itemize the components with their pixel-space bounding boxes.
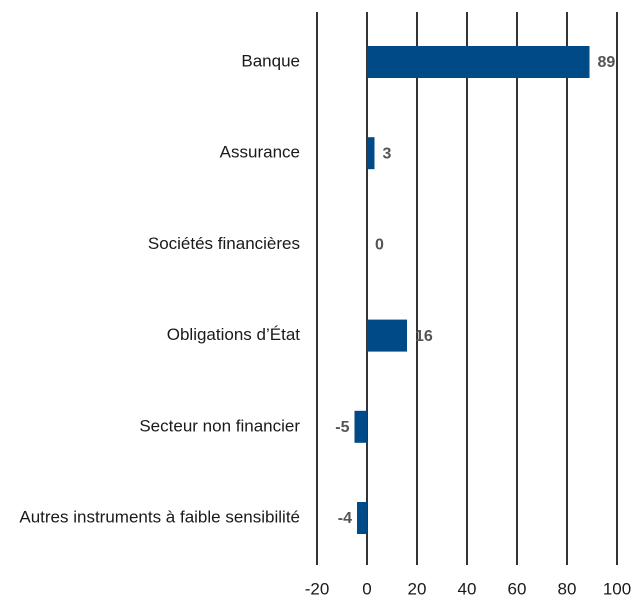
x-tick-label: -20 (305, 579, 330, 598)
data-label: 0 (375, 237, 384, 254)
x-tick-label: 80 (558, 579, 577, 598)
category-label: Banque (241, 51, 300, 70)
bars (354, 46, 590, 534)
category-label: Assurance (220, 143, 300, 162)
bar-1 (367, 137, 375, 170)
bar-4 (354, 410, 367, 443)
x-tick-label: 40 (458, 579, 477, 598)
category-label: Obligations d’État (167, 325, 301, 344)
category-label: Secteur non financier (139, 416, 300, 435)
data-label: -5 (335, 419, 349, 436)
x-tick-label: 20 (408, 579, 427, 598)
data-label: 3 (383, 145, 392, 162)
x-tick-label: 0 (362, 579, 371, 598)
gridlines (316, 12, 618, 565)
x-tick-label: 60 (508, 579, 527, 598)
bar-0 (367, 46, 590, 78)
bar-5 (357, 502, 367, 534)
category-label: Autres instruments à faible sensibilité (19, 507, 300, 526)
data-label: -4 (338, 510, 352, 527)
data-labels: 89 3 0 16 -5 -4 (335, 54, 615, 527)
data-label: 89 (598, 54, 616, 71)
category-labels: Banque Assurance Sociétés financières Oblig… (19, 51, 300, 526)
data-label: 16 (415, 328, 433, 345)
x-axis-tick-labels: -20 0 20 40 60 80 100 (305, 579, 631, 598)
bar-3 (367, 319, 407, 352)
x-tick-label: 100 (603, 579, 631, 598)
category-label: Sociétés financières (148, 234, 300, 253)
